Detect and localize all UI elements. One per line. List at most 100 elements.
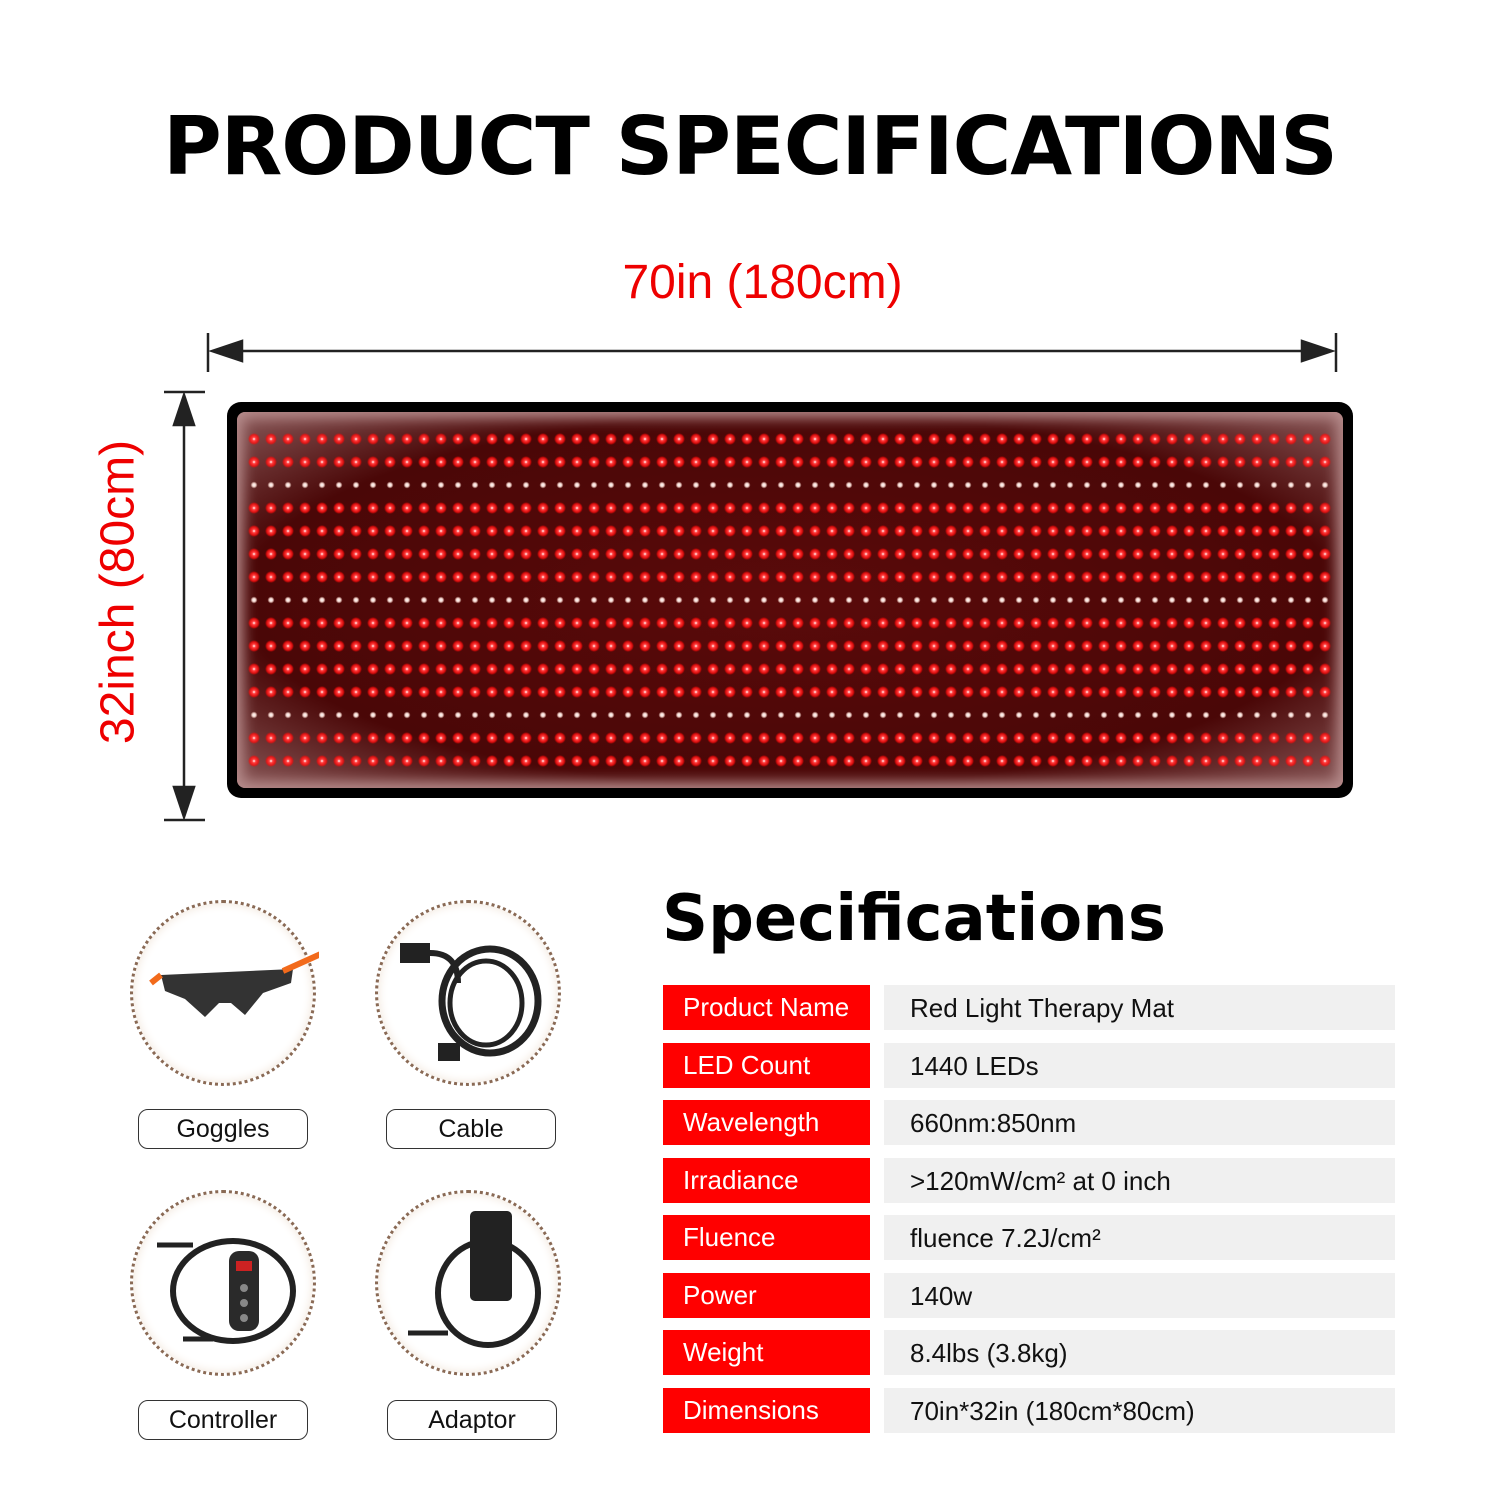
red-led <box>1098 548 1110 560</box>
red-led <box>1081 663 1093 675</box>
nir-led <box>1202 481 1210 489</box>
red-led <box>452 640 464 652</box>
red-led <box>1183 456 1195 468</box>
red-led <box>622 640 634 652</box>
red-led <box>605 502 617 514</box>
page-title: PRODUCT SPECIFICATIONS <box>163 100 1338 193</box>
red-led <box>1251 502 1263 514</box>
red-led <box>673 663 685 675</box>
red-led <box>1183 663 1195 675</box>
red-led <box>843 617 855 629</box>
red-led <box>1081 525 1093 537</box>
red-led <box>1217 571 1229 583</box>
red-led <box>299 548 311 560</box>
red-led <box>843 640 855 652</box>
nir-led <box>1083 481 1091 489</box>
nir-led <box>913 596 921 604</box>
nir-led <box>318 711 326 719</box>
red-led <box>1064 456 1076 468</box>
red-led <box>996 456 1008 468</box>
red-led <box>1268 571 1280 583</box>
nir-led <box>811 711 819 719</box>
spec-row: Power 140w <box>663 1272 1395 1318</box>
red-led <box>571 640 583 652</box>
red-led <box>1149 617 1161 629</box>
red-led <box>1217 755 1229 767</box>
red-led <box>1166 617 1178 629</box>
red-led <box>673 571 685 583</box>
nir-led <box>675 711 683 719</box>
nir-led <box>607 481 615 489</box>
nir-led <box>760 481 768 489</box>
red-led <box>1251 732 1263 744</box>
red-led <box>435 433 447 445</box>
red-led <box>1149 502 1161 514</box>
nir-led <box>1236 481 1244 489</box>
red-led <box>435 755 447 767</box>
red-led <box>1047 640 1059 652</box>
red-led <box>503 732 515 744</box>
red-led <box>520 755 532 767</box>
red-led <box>435 548 447 560</box>
accessory-label-controller: Controller <box>138 1400 308 1440</box>
red-led <box>1115 663 1127 675</box>
red-led <box>503 617 515 629</box>
nir-led <box>352 481 360 489</box>
red-led <box>1030 755 1042 767</box>
red-led <box>758 548 770 560</box>
red-led <box>265 433 277 445</box>
red-led <box>1285 732 1297 744</box>
red-led <box>418 548 430 560</box>
goggles-icon <box>149 951 319 1017</box>
red-led <box>1132 433 1144 445</box>
red-led <box>282 640 294 652</box>
nir-led <box>675 481 683 489</box>
red-led <box>248 640 260 652</box>
red-led <box>1251 663 1263 675</box>
red-led <box>622 571 634 583</box>
nir-led <box>1270 481 1278 489</box>
red-led <box>928 502 940 514</box>
nir-led <box>573 711 581 719</box>
nir-led <box>556 481 564 489</box>
nir-led <box>1134 711 1142 719</box>
nir-led <box>318 481 326 489</box>
red-led <box>571 548 583 560</box>
red-led <box>1132 732 1144 744</box>
red-led <box>1115 755 1127 767</box>
red-led <box>554 571 566 583</box>
red-led <box>1098 617 1110 629</box>
red-led <box>979 617 991 629</box>
red-led <box>282 663 294 675</box>
red-led <box>1047 663 1059 675</box>
red-led <box>860 433 872 445</box>
red-led <box>435 525 447 537</box>
red-led <box>333 686 345 698</box>
red-led <box>1234 525 1246 537</box>
red-led <box>690 456 702 468</box>
red-led <box>350 732 362 744</box>
red-led <box>1064 732 1076 744</box>
red-led <box>945 571 957 583</box>
red-led <box>384 686 396 698</box>
red-led <box>1013 433 1025 445</box>
spec-value: 1440 LEDs <box>884 1042 1395 1088</box>
red-led <box>690 617 702 629</box>
red-led <box>792 663 804 675</box>
red-led <box>1030 571 1042 583</box>
nir-led <box>1321 711 1329 719</box>
red-led <box>350 755 362 767</box>
nir-led <box>777 596 785 604</box>
red-led <box>809 571 821 583</box>
red-led <box>435 663 447 675</box>
red-led <box>571 433 583 445</box>
accessory-label-cable: Cable <box>386 1109 556 1149</box>
red-led <box>1098 502 1110 514</box>
red-led <box>1200 617 1212 629</box>
nir-led <box>250 481 258 489</box>
red-led <box>384 456 396 468</box>
nir-led <box>879 481 887 489</box>
red-led <box>1319 548 1331 560</box>
red-led <box>979 686 991 698</box>
nir-led <box>454 481 462 489</box>
